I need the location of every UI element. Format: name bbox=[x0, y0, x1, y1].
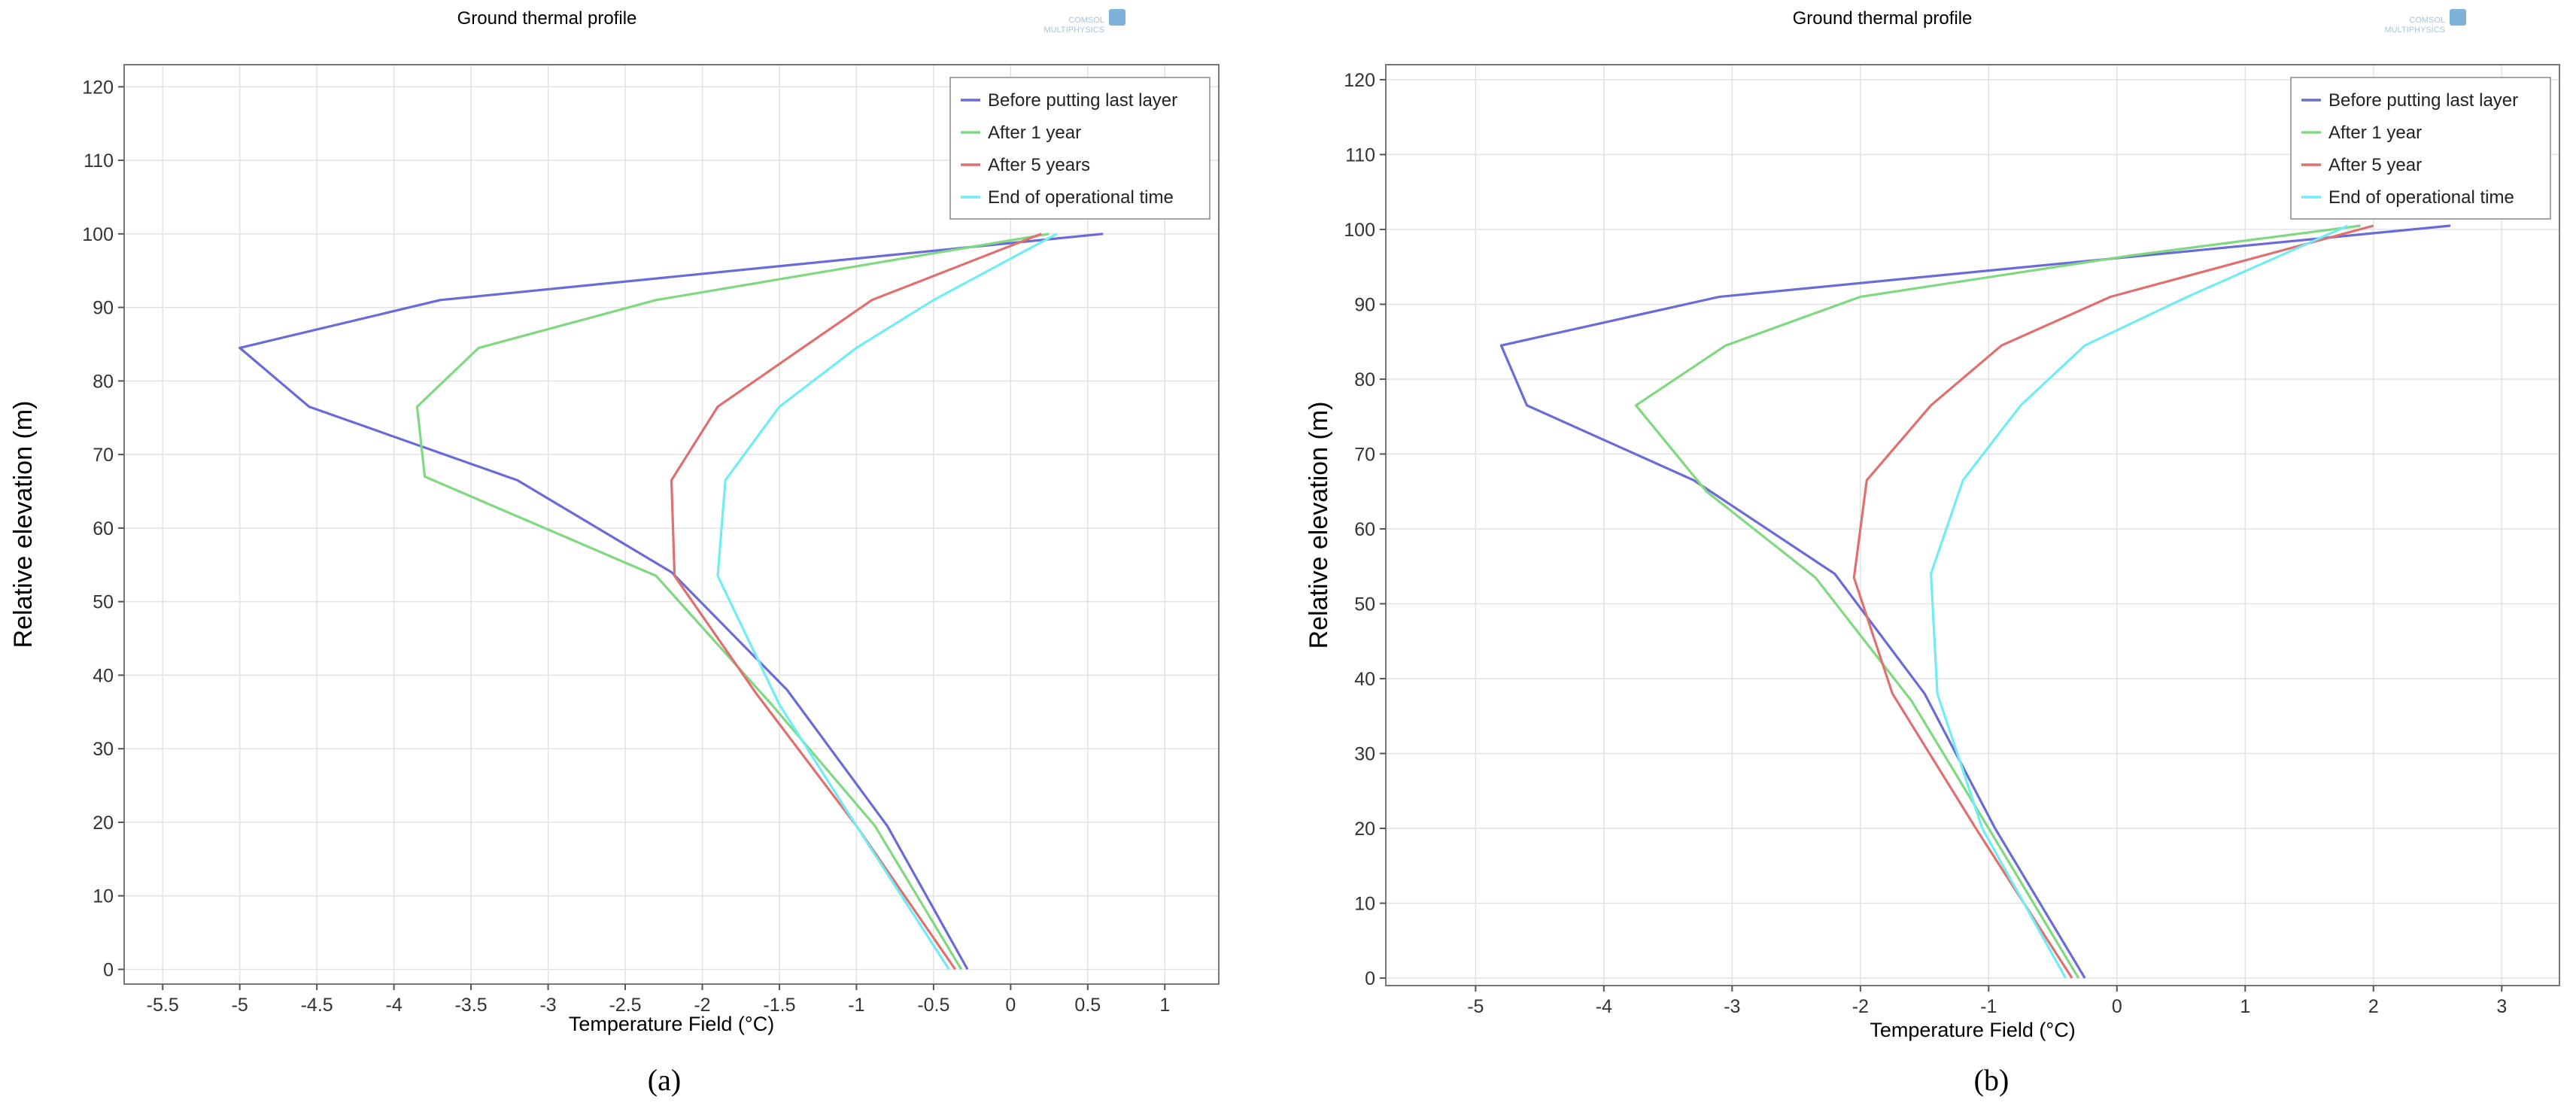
y-tick-label: 120 bbox=[82, 77, 114, 98]
x-tick-label: -3.5 bbox=[455, 995, 488, 1016]
y-tick-label: 0 bbox=[1365, 968, 1375, 989]
x-tick-label: -0.5 bbox=[917, 995, 949, 1016]
legend: Before putting last layer After 1 year Aft… bbox=[2290, 77, 2551, 220]
y-tick-label: 110 bbox=[84, 150, 114, 172]
logo-cube-icon bbox=[2450, 9, 2466, 26]
y-tick-label: 40 bbox=[1354, 669, 1375, 690]
legend-box bbox=[949, 77, 1211, 220]
x-tick-label: 1 bbox=[2240, 996, 2250, 1017]
y-tick-label: 0 bbox=[103, 959, 114, 980]
caption-b: (b) bbox=[1973, 1063, 2009, 1097]
x-tick-label: 3 bbox=[2496, 996, 2507, 1017]
x-tick-label: -1 bbox=[848, 995, 864, 1016]
y-tick-label: 80 bbox=[1354, 369, 1375, 390]
series-line-2 bbox=[415, 232, 1050, 971]
plot-frame bbox=[1385, 64, 2560, 986]
y-tick-label: 60 bbox=[1354, 519, 1375, 540]
x-tick-label: -4.5 bbox=[301, 995, 333, 1016]
legend-label: Before putting last layer bbox=[988, 90, 1177, 111]
y-tick-label: 60 bbox=[93, 518, 114, 539]
logo-cube-icon bbox=[1109, 9, 1125, 26]
legend-label: After 1 year bbox=[2328, 123, 2422, 143]
y-tick-label: 110 bbox=[1345, 144, 1375, 166]
plot-frame bbox=[123, 64, 1220, 985]
x-tick-label: 2 bbox=[2368, 996, 2379, 1017]
x-tick-label: -2.5 bbox=[609, 995, 641, 1016]
x-tick-label: -5 bbox=[1467, 996, 1484, 1017]
x-tick-label: -2 bbox=[1852, 996, 1869, 1017]
logo-text-line: COMSOL bbox=[2409, 16, 2445, 25]
chart-panel-a: Ground thermal profile COMSOLMULTIPHYSICS… bbox=[9, 8, 1220, 1035]
chart-title: Ground thermal profile bbox=[457, 8, 637, 29]
x-tick-label: -4 bbox=[1596, 996, 1612, 1017]
x-axis-title: Temperature Field (°C) bbox=[569, 1013, 774, 1035]
x-tick-label: -5.5 bbox=[147, 995, 179, 1016]
y-tick-label: 70 bbox=[1354, 444, 1375, 465]
x-tick-label: -3 bbox=[1724, 996, 1740, 1017]
series-line-4 bbox=[1929, 224, 2349, 979]
y-tick-label: 20 bbox=[93, 813, 114, 834]
series-line-1 bbox=[1499, 224, 2451, 979]
legend: Before putting last layer After 1 year Aft… bbox=[949, 77, 1211, 220]
y-tick-label: 50 bbox=[1354, 594, 1375, 615]
y-axis-title: Relative elevation (m) bbox=[1305, 402, 1333, 649]
chart-title: Ground thermal profile bbox=[1793, 8, 1973, 29]
y-tick-label: 10 bbox=[1354, 894, 1375, 915]
logo-text-line: MULTIPHYSICS bbox=[1044, 26, 1104, 35]
series-line-3 bbox=[1852, 224, 2374, 979]
y-tick-label: 80 bbox=[93, 371, 114, 392]
y-tick-label: 120 bbox=[1344, 70, 1375, 91]
y-tick-label: 20 bbox=[1354, 819, 1375, 840]
x-tick-label: 0 bbox=[1005, 995, 1016, 1016]
legend-label: End of operational time bbox=[2328, 187, 2514, 208]
x-tick-label: -5 bbox=[232, 995, 248, 1016]
x-tick-label: -3 bbox=[539, 995, 556, 1016]
y-tick-label: 70 bbox=[93, 445, 114, 466]
y-tick-label: 50 bbox=[93, 592, 114, 613]
legend-label: After 5 years bbox=[988, 155, 1090, 175]
series-line-4 bbox=[716, 232, 1058, 971]
logo-text-line: MULTIPHYSICS bbox=[2385, 26, 2445, 35]
y-tick-label: 100 bbox=[1344, 220, 1375, 241]
legend-label: After 5 year bbox=[2328, 155, 2422, 175]
y-axis-title: Relative elevation (m) bbox=[9, 401, 38, 649]
legend-box bbox=[2290, 77, 2551, 220]
x-tick-label: 0.5 bbox=[1074, 995, 1101, 1016]
y-tick-label: 40 bbox=[93, 665, 114, 686]
y-tick-label: 90 bbox=[1354, 294, 1375, 315]
y-tick-label: 30 bbox=[93, 739, 114, 760]
x-tick-label: -1 bbox=[1980, 996, 1997, 1017]
series-line-3 bbox=[670, 232, 1042, 971]
caption-a: (a) bbox=[647, 1063, 682, 1097]
x-tick-label: -1.5 bbox=[763, 995, 795, 1016]
series-line-2 bbox=[1634, 224, 2361, 979]
x-axis-title: Temperature Field (°C) bbox=[1870, 1019, 2075, 1041]
x-tick-label: -2 bbox=[694, 995, 710, 1016]
legend-label: Before putting last layer bbox=[2328, 90, 2518, 111]
y-tick-label: 10 bbox=[93, 886, 114, 907]
chart-panel-b: Ground thermal profile COMSOLMULTIPHYSICS… bbox=[1305, 8, 2560, 1041]
legend-label: After 1 year bbox=[988, 123, 1081, 143]
x-tick-label: 1 bbox=[1159, 995, 1170, 1016]
y-tick-label: 100 bbox=[82, 224, 114, 245]
y-tick-label: 90 bbox=[93, 298, 114, 319]
logo-text-line: COMSOL bbox=[1068, 16, 1104, 25]
y-tick-label: 30 bbox=[1354, 744, 1375, 765]
series-line-1 bbox=[238, 232, 1104, 971]
legend-label: End of operational time bbox=[988, 187, 1174, 208]
x-tick-label: 0 bbox=[2112, 996, 2122, 1017]
x-tick-label: -4 bbox=[386, 995, 402, 1016]
